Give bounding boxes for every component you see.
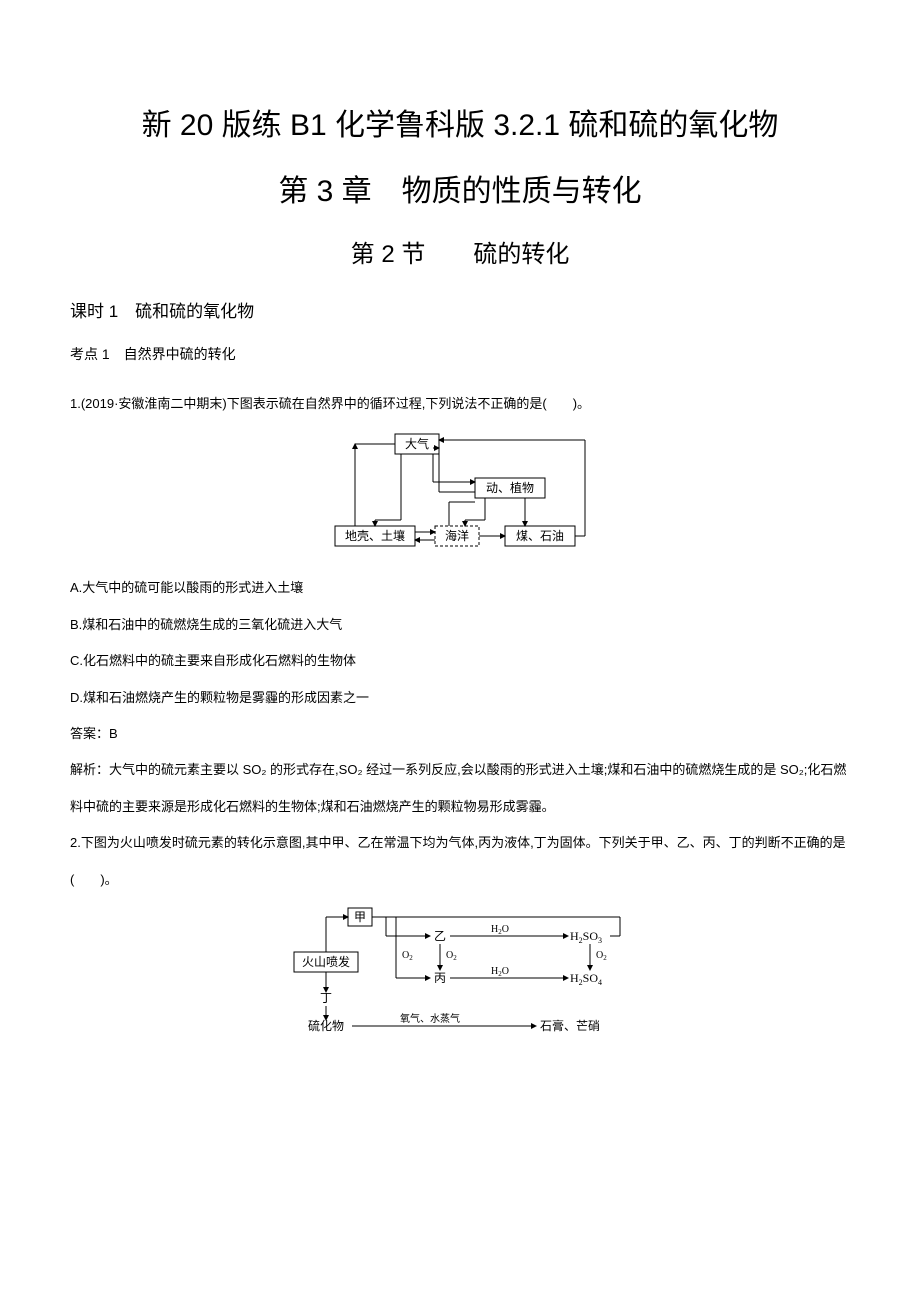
label-o2-0: O2 — [402, 950, 413, 962]
q1-option-a: A.大气中的硫可能以酸雨的形式进入土壤 — [70, 570, 850, 606]
q1-stem: 1.(2019·安徽淮南二中期末)下图表示硫在自然界中的循环过程,下列说法不正确… — [70, 386, 850, 422]
node-volcano: 火山喷发 — [302, 954, 350, 969]
node-fuel: 煤、石油 — [516, 529, 564, 543]
node-bing: 丙 — [434, 971, 446, 985]
label-h2o-1: H2O — [491, 924, 509, 936]
node-h2so4: H2SO4 — [570, 971, 602, 987]
q1-answer: 答案：B — [70, 716, 850, 752]
node-atmosphere: 大气 — [405, 436, 429, 451]
q1-explain: 解析：大气中的硫元素主要以 SO₂ 的形式存在,SO₂ 经过一系列反应,会以酸雨… — [70, 752, 850, 825]
q1-option-c: C.化石燃料中的硫主要来自形成化石燃料的生物体 — [70, 643, 850, 679]
label-o2-2: O2 — [596, 950, 607, 962]
doc-title-2: 第 3 章 物质的性质与转化 — [70, 166, 850, 210]
node-sulfide: 硫化物 — [308, 1018, 344, 1033]
node-jia: 甲 — [354, 910, 366, 924]
q1-option-d: D.煤和石油燃烧产生的颗粒物是雾霾的形成因素之一 — [70, 680, 850, 716]
doc-title-3: 第 2 节 硫的转化 — [70, 234, 850, 269]
lesson-title: 课时 1 硫和硫的氧化物 — [70, 297, 850, 322]
q1-option-b: B.煤和石油中的硫燃烧生成的三氧化硫进入大气 — [70, 607, 850, 643]
q2-diagram: 甲 火山喷发 丁 硫化物 乙 丙 H2SO3 H2SO4 石膏、芒硝 O2 O2… — [70, 906, 850, 1036]
node-yi: 乙 — [434, 929, 446, 943]
node-ding: 丁 — [320, 991, 332, 1005]
doc-title-1: 新 20 版练 B1 化学鲁科版 3.2.1 硫和硫的氧化物 — [70, 100, 850, 144]
q1-diagram: 大气 动、植物 地壳、土壤 海洋 煤、石油 — [70, 430, 850, 556]
exam-point: 考点 1 自然界中硫的转化 — [70, 344, 850, 364]
node-crust: 地壳、土壤 — [345, 528, 405, 543]
node-bio: 动、植物 — [486, 480, 534, 495]
node-ocean: 海洋 — [445, 528, 469, 543]
node-gypsum: 石膏、芒硝 — [540, 1018, 600, 1033]
label-o2-steam: 氧气、水蒸气 — [400, 1012, 460, 1025]
q2-stem: 2.下图为火山喷发时硫元素的转化示意图,其中甲、乙在常温下均为气体,丙为液体,丁… — [70, 825, 850, 898]
label-h2o-2: H2O — [491, 966, 509, 978]
label-o2-1: O2 — [446, 950, 457, 962]
node-h2so3: H2SO3 — [570, 929, 602, 945]
